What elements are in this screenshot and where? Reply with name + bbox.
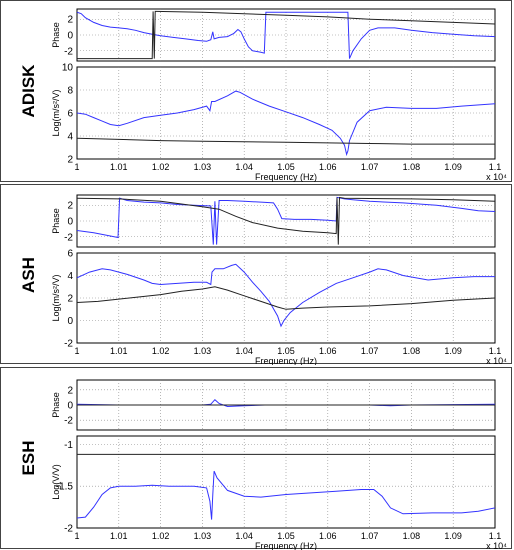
adisk-magnitude-ytick-label: 6 bbox=[67, 109, 73, 120]
adisk-magnitude-ytick-label: 4 bbox=[67, 132, 73, 143]
esh-phase-ytick-label: -2 bbox=[64, 416, 73, 427]
esh-magnitude-xtick-label: 1.03 bbox=[194, 531, 212, 541]
ash-magnitude-ytick-label: -2 bbox=[64, 339, 73, 350]
panel-ash: ASH -2 0 2 Phase -2 0 2 4 6 Log(m/s²/V) 1 1.01 1.02 1… bbox=[0, 184, 512, 365]
adisk-magnitude-xtick-label: 1 bbox=[74, 162, 79, 172]
ash-phase-ylabel: Phase bbox=[51, 208, 61, 234]
esh-magnitude-xtick-label: 1.02 bbox=[152, 531, 170, 541]
ash-magnitude-xtick-label: 1.09 bbox=[444, 346, 462, 356]
esh-phase-ytick-label: 2 bbox=[67, 385, 73, 396]
esh-magnitude-xtick-label: 1.04 bbox=[235, 531, 253, 541]
adisk-magnitude-xtick-label: 1.07 bbox=[361, 162, 379, 172]
adisk-magnitude-xtick-label: 1.1 bbox=[489, 162, 502, 172]
adisk-magnitude-xtick-label: 1.02 bbox=[152, 162, 170, 172]
ash-magnitude-xtick-label: 1.01 bbox=[110, 346, 128, 356]
ash-magnitude-series-1-line bbox=[77, 286, 495, 310]
adisk-magnitude-xtick-label: 1.01 bbox=[110, 162, 128, 172]
adisk-magnitude-xlabel: Frequency (Hz) bbox=[255, 172, 317, 182]
adisk-phase-ytick-label: 2 bbox=[67, 15, 73, 26]
esh-magnitude-xtick-label: 1.05 bbox=[277, 531, 295, 541]
adisk-magnitude-xtick-label: 1.06 bbox=[319, 162, 337, 172]
adisk-phase-series-0-line bbox=[77, 11, 495, 59]
esh-magnitude-ytick-label: -1.5 bbox=[56, 482, 74, 493]
adisk-magnitude-ytick-label: 10 bbox=[62, 63, 74, 74]
adisk-magnitude-xtick-label: 1.08 bbox=[403, 162, 421, 172]
ash-magnitude-xtick-label: 1.05 bbox=[277, 346, 295, 356]
ash-magnitude-xtick-label: 1.08 bbox=[403, 346, 421, 356]
ash-magnitude-ylabel: Log(m/s²/V) bbox=[51, 274, 61, 321]
adisk-magnitude-xtick-label: 1.04 bbox=[235, 162, 253, 172]
adisk-magnitude-ylabel: Log(m/s²/V) bbox=[51, 89, 61, 136]
adisk-magnitude-series-0-line bbox=[77, 90, 495, 157]
ash-magnitude-ytick-label: 0 bbox=[67, 316, 73, 327]
esh-magnitude-ytick-label: -2 bbox=[64, 524, 73, 535]
ash-magnitude-xtick-label: 1.04 bbox=[235, 346, 253, 356]
esh-phase-ytick-label: 0 bbox=[67, 401, 73, 412]
chart-svg-adisk: -2 0 2 Phase 2 4 6 8 10 Log(m/s²/V) 1 1.01 1.02 1.03 1… bbox=[51, 8, 507, 182]
ash-magnitude-xtick-label: 1.07 bbox=[361, 346, 379, 356]
esh-magnitude-xtick-label: 1.07 bbox=[361, 531, 379, 541]
adisk-phase-ylabel: Phase bbox=[51, 22, 61, 48]
ash-magnitude-series-0-line bbox=[77, 263, 495, 328]
esh-magnitude-xtick-label: 1 bbox=[74, 531, 79, 541]
ash-magnitude-xtick-label: 1.1 bbox=[489, 346, 502, 356]
adisk-magnitude-xexponent: x 10⁴ bbox=[486, 172, 507, 182]
ash-phase-plot-area bbox=[76, 194, 496, 248]
adisk-magnitude-ytick-label: 8 bbox=[67, 86, 73, 97]
ash-magnitude-xtick-label: 1.03 bbox=[194, 346, 212, 356]
adisk-phase-ytick-label: 0 bbox=[67, 31, 73, 42]
esh-phase-ylabel: Phase bbox=[51, 392, 61, 418]
esh-magnitude-xtick-label: 1.06 bbox=[319, 531, 337, 541]
esh-magnitude-xtick-label: 1.09 bbox=[444, 531, 462, 541]
ash-magnitude-xtick-label: 1.02 bbox=[152, 346, 170, 356]
esh-magnitude-xtick-label: 1.01 bbox=[110, 531, 128, 541]
esh-magnitude-series-0-line bbox=[77, 470, 495, 520]
ash-phase-series-0-line bbox=[77, 196, 495, 245]
adisk-phase-series-1-line bbox=[77, 10, 495, 60]
ash-phase-ytick-label: -2 bbox=[64, 232, 73, 243]
ash-magnitude-ytick-label: 4 bbox=[67, 271, 73, 282]
adisk-magnitude-xtick-label: 1.05 bbox=[277, 162, 295, 172]
adisk-magnitude-xtick-label: 1.03 bbox=[194, 162, 212, 172]
ash-phase-series-1-line bbox=[77, 196, 495, 245]
esh-magnitude-xexponent: x 10⁴ bbox=[486, 541, 507, 550]
panel-adisk: ADISK -2 0 2 Phase 2 4 6 8 10 Log(m/s²/V) 1 1.01 1.0… bbox=[0, 0, 512, 182]
esh-magnitude-xlabel: Frequency (Hz) bbox=[255, 541, 317, 550]
adisk-phase-ytick-label: -2 bbox=[64, 46, 73, 57]
adisk-magnitude-xtick-label: 1.09 bbox=[444, 162, 462, 172]
adisk-magnitude-ytick-label: 2 bbox=[67, 155, 73, 166]
ash-magnitude-xtick-label: 1.06 bbox=[319, 346, 337, 356]
esh-magnitude-xtick-label: 1.08 bbox=[403, 531, 421, 541]
ash-magnitude-xlabel: Frequency (Hz) bbox=[255, 356, 317, 365]
esh-magnitude-ylabel: Log(V/V) bbox=[51, 464, 61, 500]
adisk-magnitude-series-1-line bbox=[77, 137, 495, 145]
ash-magnitude-xexponent: x 10⁴ bbox=[486, 356, 507, 365]
ash-phase-ytick-label: 2 bbox=[67, 201, 73, 212]
esh-magnitude-xtick-label: 1.1 bbox=[489, 531, 502, 541]
esh-magnitude-ytick-label: -1 bbox=[64, 440, 73, 451]
panel-esh: ESH -2 0 2 Phase -2 -1.5 -1 Log(V/V) 1 1.01 1.02 1.… bbox=[0, 367, 512, 550]
ash-phase-ytick-label: 0 bbox=[67, 217, 73, 228]
ash-magnitude-ytick-label: 6 bbox=[67, 249, 73, 260]
adisk-phase-plot-area bbox=[76, 8, 496, 62]
ash-magnitude-xtick-label: 1 bbox=[74, 346, 79, 356]
ash-magnitude-ytick-label: 2 bbox=[67, 294, 73, 305]
